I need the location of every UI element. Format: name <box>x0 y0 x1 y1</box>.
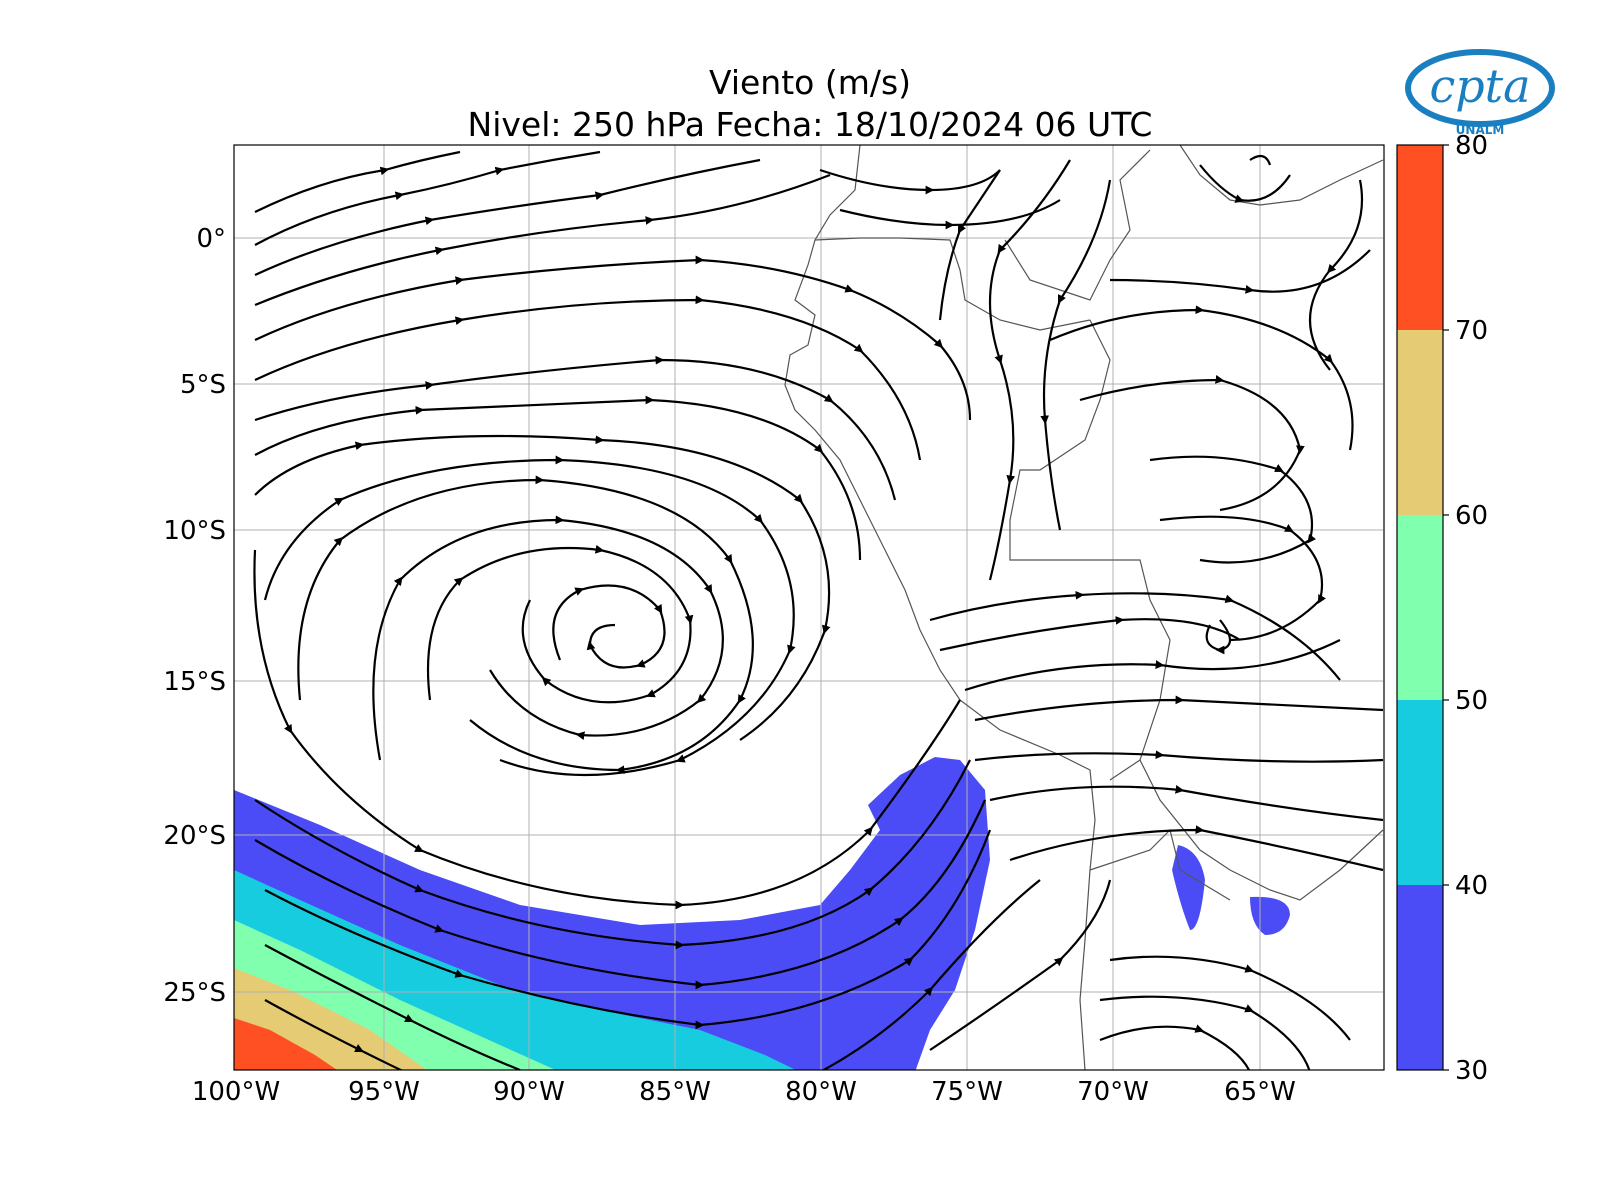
y-tick-label: 20°S <box>163 821 226 851</box>
colorbar-tick-label: 50 <box>1455 686 1488 716</box>
streamline <box>989 785 1384 822</box>
streamline <box>839 199 1061 230</box>
streamline <box>1099 1024 1251 1070</box>
streamline <box>819 168 1001 195</box>
streamline <box>264 944 521 1070</box>
colorbar-frame <box>1396 144 1444 1071</box>
y-tick-label: 15°S <box>163 667 226 697</box>
streamline <box>1079 375 1305 512</box>
title-variable: Viento (m/s) <box>708 63 912 102</box>
wind-speed-fill <box>234 757 1290 1070</box>
streamline <box>929 879 1112 1051</box>
border-argentina-chile <box>1089 828 1231 901</box>
streamline <box>254 355 897 501</box>
y-tick-label: 25°S <box>163 978 226 1008</box>
colorbar-band-50-60 <box>1397 515 1443 700</box>
border-peru-brazil <box>1009 319 1171 781</box>
y-tick-label: 10°S <box>163 516 226 546</box>
x-tick-label: 95°W <box>348 1077 420 1107</box>
colorbar-tick-label: 40 <box>1455 871 1488 901</box>
streamline <box>264 829 992 1030</box>
x-tick-label: 75°W <box>931 1077 1003 1107</box>
streamline <box>1109 249 1371 294</box>
x-tick-label: 80°W <box>785 1077 857 1107</box>
colorbar-tick-label: 60 <box>1455 501 1488 531</box>
x-tick-label: 65°W <box>1224 1077 1296 1107</box>
border-bolivia <box>1139 759 1384 901</box>
streamline <box>426 544 694 704</box>
x-axis: 100°W 95°W 90°W 85°W 80°W 75°W 70°W 65°W <box>192 1077 1296 1107</box>
wind-streamlines <box>253 150 1384 1070</box>
colorbar-band-40-50 <box>1397 700 1443 885</box>
colorbar-band-60-70 <box>1397 330 1443 515</box>
border-colombia-brazil <box>1004 149 1151 301</box>
streamline <box>254 150 461 213</box>
colorbar-band-30-40 <box>1397 885 1443 1070</box>
streamline <box>297 475 754 775</box>
streamline <box>254 173 831 307</box>
streamline <box>254 255 972 421</box>
y-tick-label: 0° <box>196 224 226 254</box>
chart-title: Viento (m/s) Nivel: 250 hPa Fecha: 18/10… <box>230 62 1390 146</box>
streamline <box>988 159 1071 581</box>
colorbar-band-70-80 <box>1397 145 1443 330</box>
streamline <box>1049 305 1354 451</box>
streamline <box>974 695 1384 722</box>
colorbar-tick-label: 30 <box>1455 1056 1488 1086</box>
streamline <box>1205 619 1232 655</box>
x-tick-label: 70°W <box>1077 1077 1149 1107</box>
x-tick-label: 90°W <box>493 1077 565 1107</box>
streamline <box>552 584 666 669</box>
svg-text:UNALM: UNALM <box>1456 123 1505 137</box>
streamline <box>264 999 404 1070</box>
colorbar-tick-label: 80 <box>1455 131 1488 161</box>
streamline <box>372 515 724 761</box>
streamline <box>964 639 1341 692</box>
streamline <box>929 590 1341 681</box>
streamline <box>1249 154 1272 166</box>
colorbar: 80 70 60 50 40 30 <box>1396 131 1488 1086</box>
streamline <box>254 150 601 246</box>
streamline <box>939 615 1241 652</box>
streamline <box>1040 179 1112 531</box>
streamline <box>1099 995 1311 1070</box>
cpta-logo: cpta UNALM <box>1405 49 1555 137</box>
speed-band-30-40-c <box>1250 896 1290 935</box>
streamline <box>254 395 862 561</box>
streamline <box>1109 955 1351 1041</box>
speed-band-70-80 <box>234 1018 338 1070</box>
streamline <box>821 879 1041 1070</box>
speed-band-30-40-b <box>1172 845 1205 930</box>
streamline <box>938 169 1001 321</box>
title-level-date: Nivel: 250 hPa Fecha: 18/10/2024 06 UTC <box>467 105 1153 144</box>
streamline <box>1009 825 1384 872</box>
streamline <box>254 434 831 741</box>
streamline <box>254 295 922 461</box>
plot-frame <box>233 144 1385 1071</box>
y-axis: 0° 5°S 10°S 15°S 20°S 25°S <box>163 224 226 1008</box>
colorbar-tick-label: 70 <box>1455 316 1488 346</box>
streamline <box>1159 515 1326 642</box>
x-tick-label: 100°W <box>192 1077 280 1107</box>
streamline <box>974 750 1384 763</box>
y-tick-label: 5°S <box>180 370 226 400</box>
streamline <box>1199 164 1291 203</box>
x-tick-label: 85°W <box>639 1077 711 1107</box>
svg-text:cpta: cpta <box>1429 59 1530 113</box>
border-ecuador-peru <box>814 237 1091 331</box>
streamline <box>1149 455 1317 564</box>
streamline <box>1309 179 1364 371</box>
streamline <box>254 158 761 276</box>
border-venezuela <box>1179 145 1384 206</box>
